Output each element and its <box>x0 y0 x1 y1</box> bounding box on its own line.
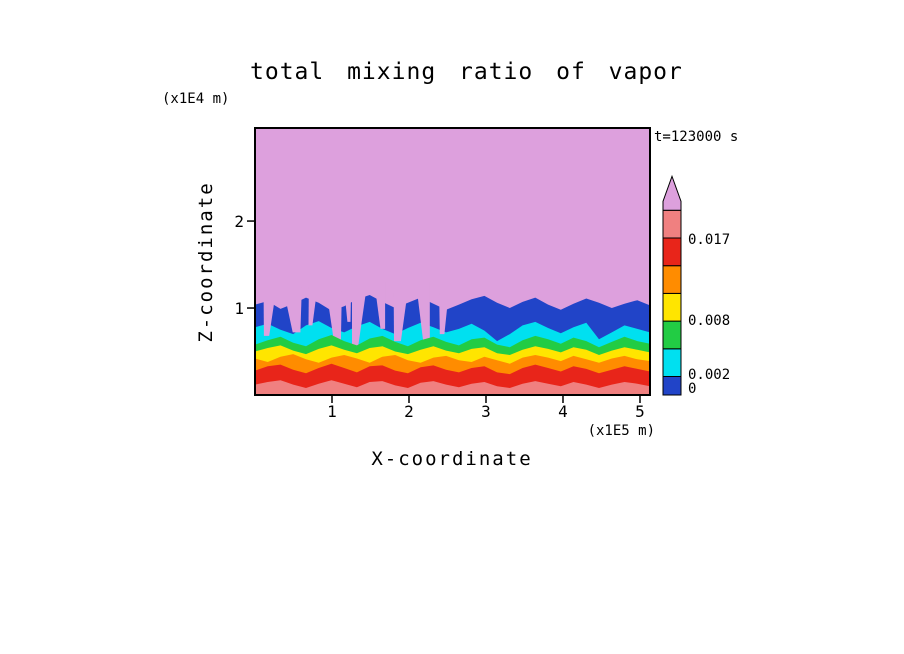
z-axis-label: Z-coordinate <box>195 181 217 343</box>
plum-finger-1 <box>281 281 302 333</box>
plot-frame <box>254 127 651 396</box>
plum-finger-9 <box>439 281 450 335</box>
band-gt-0.017 <box>255 380 650 395</box>
z-axis-unit: (x1E4 m) <box>162 91 230 107</box>
time-annotation: t=123000 s <box>654 129 739 145</box>
x-axis-unit: (x1E5 m) <box>587 423 655 439</box>
x-tick-label-5: 5 <box>635 402 645 421</box>
x-axis-label: X-coordinate <box>371 448 533 470</box>
plum-finger-6 <box>374 281 386 329</box>
plum-finger-4 <box>343 281 352 322</box>
chart-title: total mixing ratio of vapor <box>250 59 683 85</box>
x-tick-label-3: 3 <box>481 402 491 421</box>
colorbar-segment-6 <box>662 209 682 239</box>
x-tick-label-1: 1 <box>327 402 337 421</box>
z-tick-label-2: 2 <box>234 212 244 231</box>
colorbar-overflow-arrow <box>662 174 682 211</box>
plum-finger-2 <box>308 281 319 326</box>
z-tick-label-1: 1 <box>234 299 244 318</box>
plum-finger-7 <box>393 281 409 342</box>
plum-finger-8 <box>415 281 430 345</box>
plum-finger-0 <box>263 281 278 336</box>
x-tick-label-4: 4 <box>558 402 568 421</box>
colorbar-segment-5 <box>662 237 682 267</box>
plum-finger-5 <box>352 281 368 347</box>
colorbar-segment-1 <box>662 348 682 377</box>
colorbar-segment-4 <box>662 265 682 294</box>
colorbar-segment-0 <box>662 376 682 396</box>
plum-finger-3 <box>325 281 342 342</box>
colorbar-segment-3 <box>662 292 682 322</box>
colorbar-label-0: 0 <box>688 381 697 397</box>
x-tick-label-2: 2 <box>404 402 414 421</box>
colorbar-label-0017: 0.017 <box>688 232 731 248</box>
colorbar-label-0002: 0.002 <box>688 367 731 383</box>
colorbar-label-0008: 0.008 <box>688 313 731 329</box>
colorbar-segment-2 <box>662 320 682 350</box>
